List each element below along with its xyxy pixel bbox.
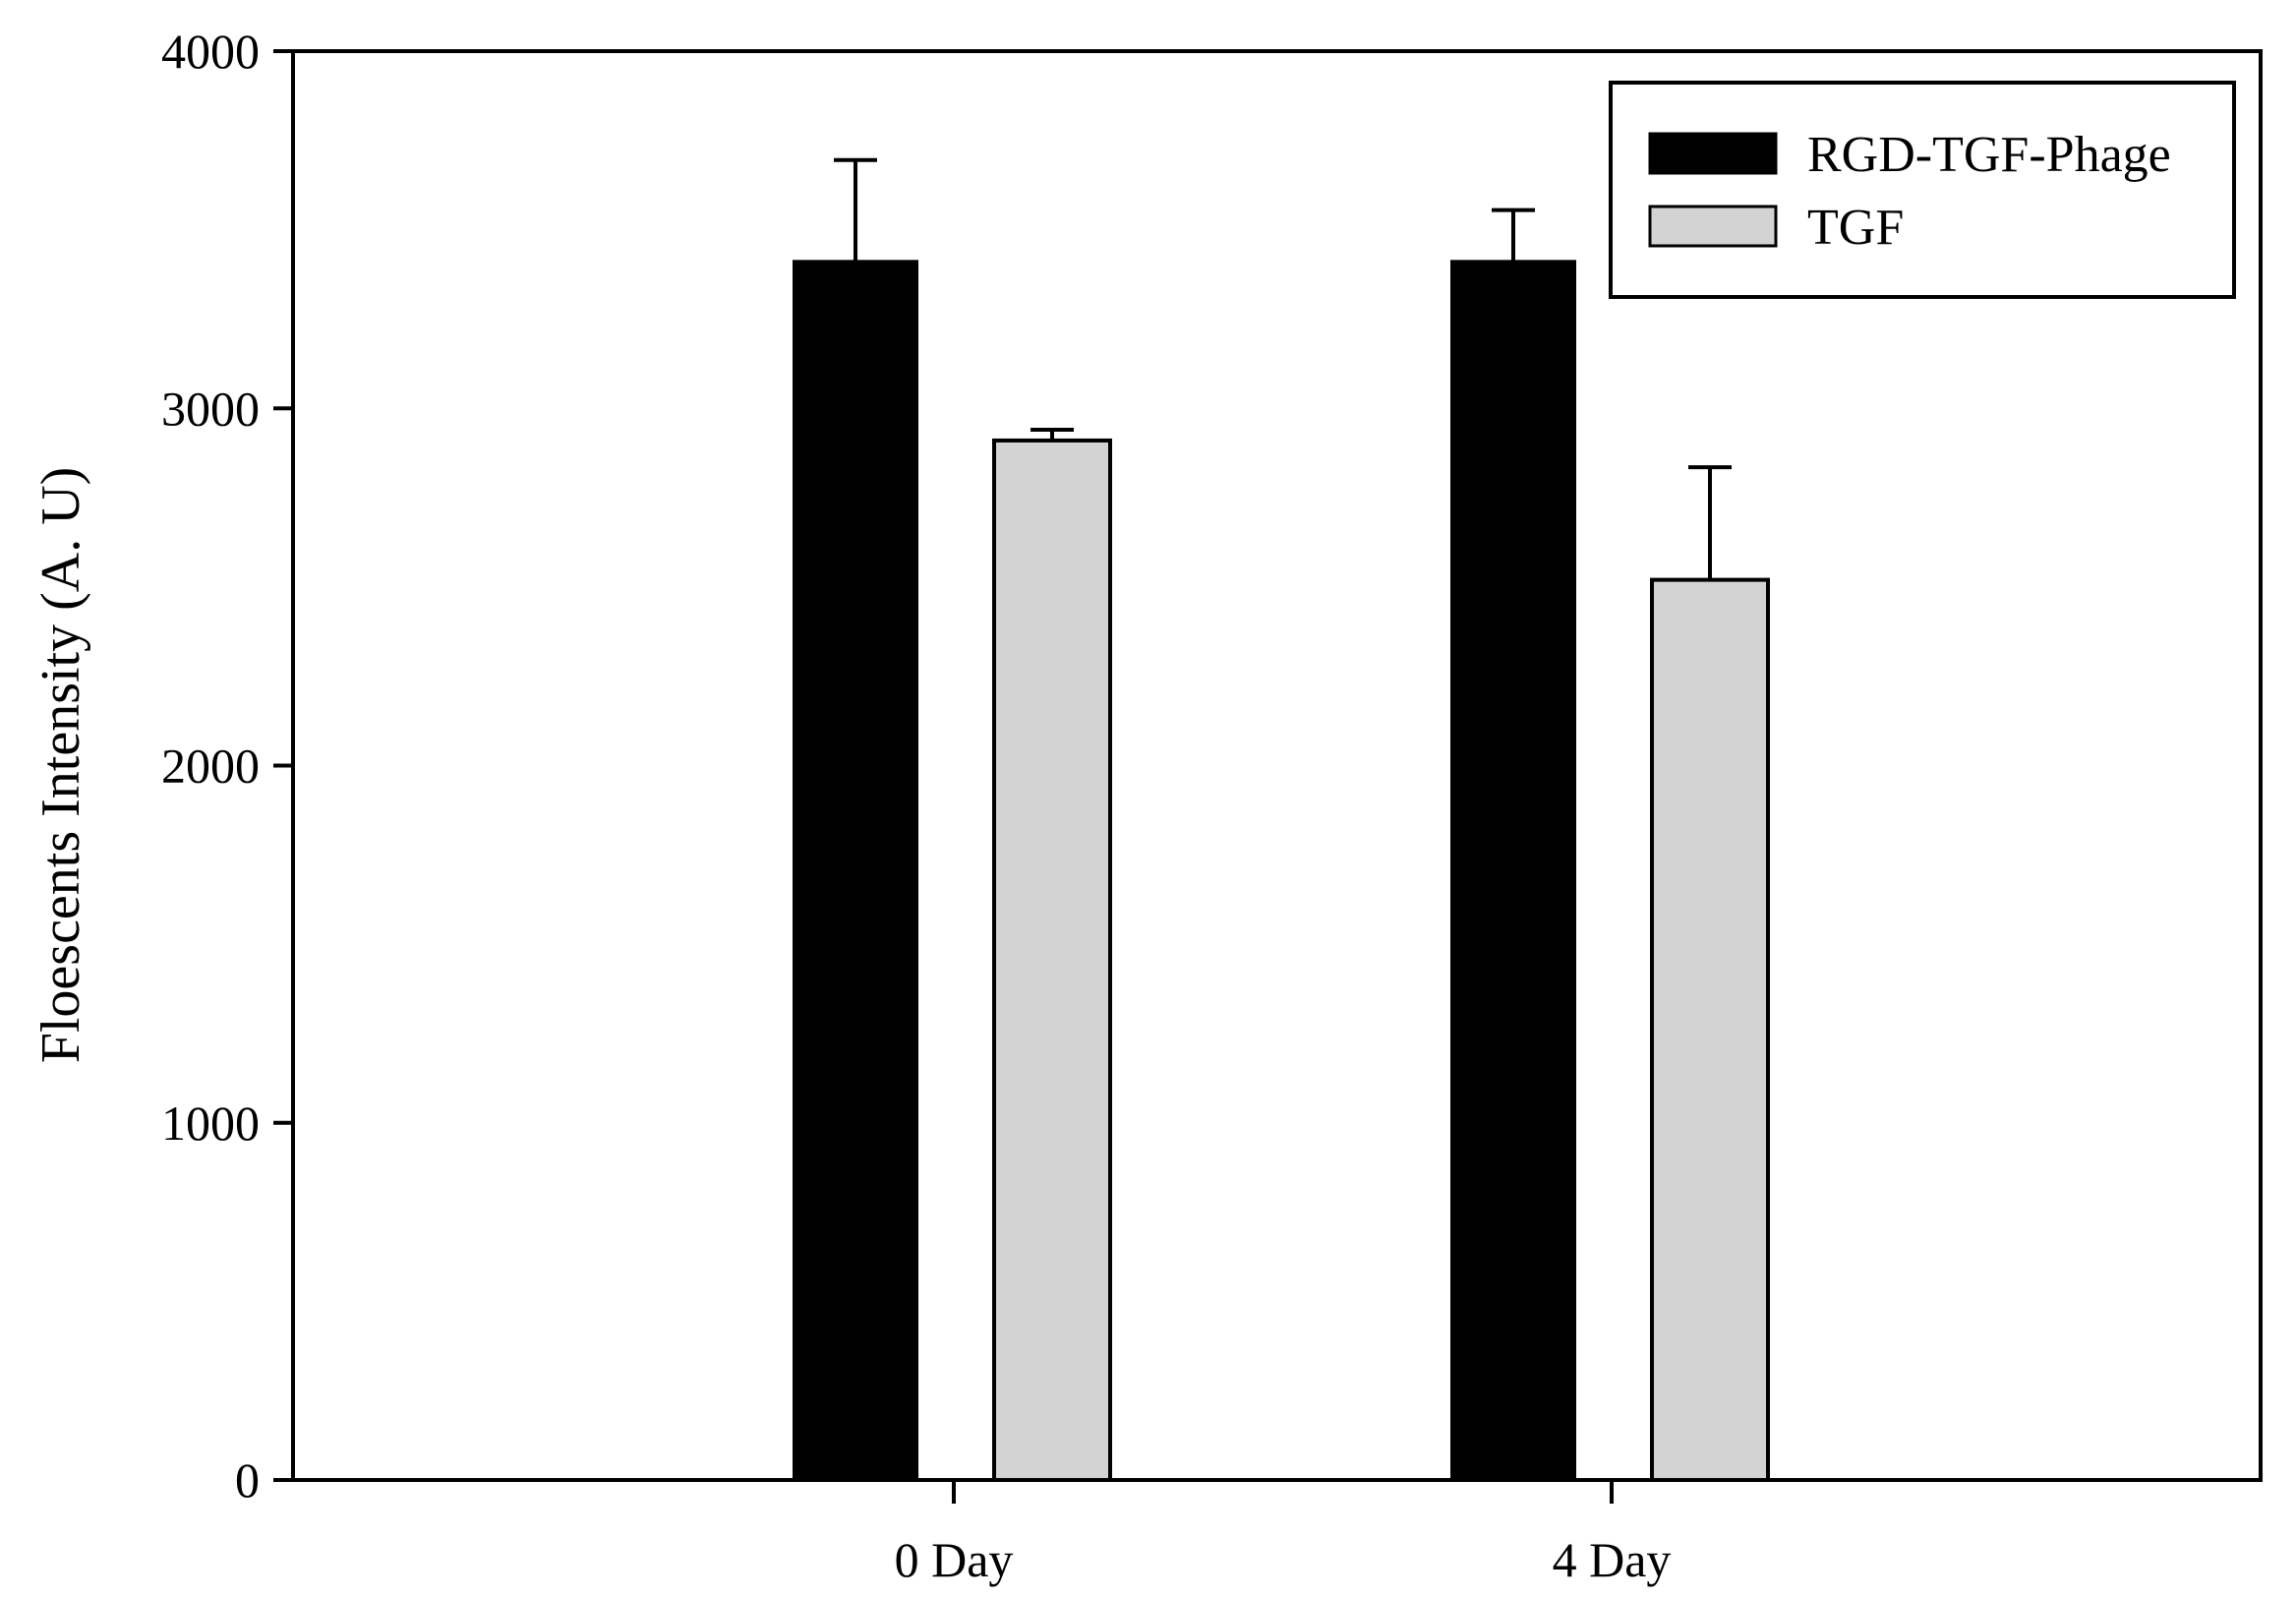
legend-box	[1609, 81, 2236, 299]
legend: RGD-TGF-Phage TGF	[1609, 81, 2236, 299]
y-axis-title: Floescents Intensity (A. U)	[30, 467, 91, 1064]
x-tick-label-1: 4 Day	[1553, 1532, 1672, 1587]
y-tick-label-2: 2000	[161, 739, 260, 794]
x-axis: 0 Day 4 Day	[895, 1480, 1672, 1587]
x-tick-label-0: 0 Day	[895, 1532, 1014, 1587]
bars-layer	[793, 260, 1770, 1482]
y-tick-label-0: 0	[235, 1452, 260, 1508]
bar-0-0	[793, 260, 918, 1482]
bar-1-1	[1650, 577, 1770, 1482]
legend-swatch-tgf	[1648, 205, 1778, 248]
y-tick-label-4: 4000	[161, 24, 260, 79]
y-tick-label-1: 1000	[161, 1096, 260, 1151]
y-axis: 0 1000 2000 3000 4000	[161, 24, 293, 1508]
legend-label-rgd-tgf-phage: RGD-TGF-Phage	[1807, 127, 2171, 183]
bar-0-1	[1450, 260, 1576, 1482]
bar-1-0	[992, 438, 1112, 1482]
legend-label-tgf: TGF	[1807, 200, 1904, 256]
legend-swatch-rgd-tgf-phage	[1648, 132, 1778, 175]
y-tick-label-3: 3000	[161, 381, 260, 436]
error-bars-layer	[834, 157, 1732, 580]
